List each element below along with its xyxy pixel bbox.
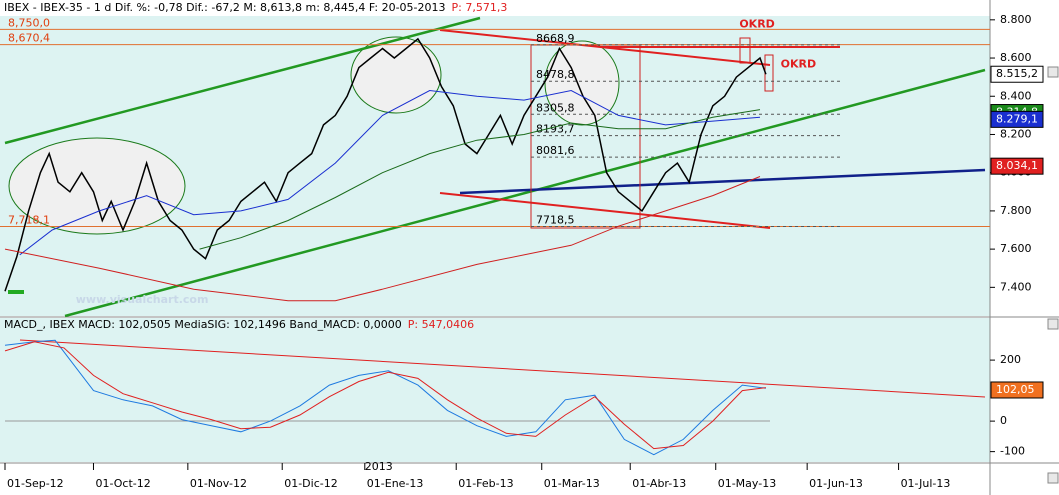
y-tick-label: 7.800 <box>1000 204 1032 217</box>
last-value-label: 8.034,1 <box>996 159 1038 172</box>
x-tick-label: 01-Oct-12 <box>95 477 150 490</box>
y-tick-label: 7.600 <box>1000 242 1032 255</box>
last-value-label: 102,05 <box>996 383 1035 396</box>
scroll-button[interactable] <box>1047 66 1059 78</box>
series-line <box>4 37 767 292</box>
ellipse <box>8 137 186 235</box>
annotation: OKRD <box>739 18 774 31</box>
last-value-label: 8.515,2 <box>996 67 1038 80</box>
trend-line <box>439 192 771 229</box>
x-tick-label: 01-Dic-12 <box>284 477 338 490</box>
x-tick-label: 01-Jul-13 <box>901 477 951 490</box>
last-value-box <box>990 65 1044 83</box>
header-text: IBEX - IBEX-35 - 1 d Dif. %: -0,78 Dif.:… <box>4 1 446 14</box>
header-price: P: 7,571,3 <box>452 1 508 14</box>
fib-label: 8668,9 <box>536 32 575 45</box>
x-tick-label: 01-Nov-12 <box>190 477 247 490</box>
fib-label: 7718,5 <box>536 213 575 226</box>
macd-header-text: MACD_, IBEX MACD: 102,0505 MediaSIG: 102… <box>4 318 402 331</box>
y-tick-label: 0 <box>1000 414 1007 427</box>
scroll-button[interactable] <box>1047 318 1059 330</box>
last-value-box <box>990 157 1044 175</box>
level-label: 8,670,4 <box>8 32 50 45</box>
x-tick-label: 01-Jun-13 <box>809 477 863 490</box>
last-value-label: 8.279,1 <box>996 112 1038 125</box>
fib-label: 8305,8 <box>536 101 575 114</box>
header: IBEX - IBEX-35 - 1 d Dif. %: -0,78 Dif.:… <box>4 1 507 14</box>
series-line <box>4 339 766 456</box>
trend-line <box>4 16 481 145</box>
x-tick-label: 01-May-13 <box>718 477 776 490</box>
y-tick-label: 7.400 <box>1000 280 1032 293</box>
series-line <box>199 109 761 250</box>
annotation: OKRD <box>781 58 816 71</box>
y-tick-label: 8.200 <box>1000 127 1032 140</box>
marker <box>8 290 24 294</box>
fib-label: 8478,8 <box>536 68 575 81</box>
last-value-box <box>990 110 1044 128</box>
y-tick-label: 200 <box>1000 353 1021 366</box>
y-tick-label: 8.600 <box>1000 51 1032 64</box>
level-label: 8,750,0 <box>8 16 50 29</box>
fib-label: 8193,7 <box>536 123 575 136</box>
series-line <box>4 341 766 450</box>
year-label: 2013 <box>365 460 393 473</box>
x-tick-label: 01-Abr-13 <box>632 477 686 490</box>
annotation: www.visualchart.com <box>76 293 209 306</box>
series-line <box>19 89 761 256</box>
x-tick-label: 01-Mar-13 <box>544 477 600 490</box>
y-tick-label: -100 <box>1000 445 1025 458</box>
macd-panel <box>0 318 990 462</box>
fib-label: 8081,6 <box>536 144 575 157</box>
last-value-box <box>990 381 1044 399</box>
y-tick-label: 8.800 <box>1000 13 1032 26</box>
trend-line <box>459 168 986 195</box>
marker-box <box>739 37 751 64</box>
x-tick-label: 01-Ene-13 <box>367 477 424 490</box>
x-tick-label: 01-Sep-12 <box>7 477 64 490</box>
scroll-button[interactable] <box>1047 472 1059 484</box>
macd-header: MACD_, IBEX MACD: 102,0505 MediaSIG: 102… <box>4 318 474 331</box>
ellipse <box>544 40 620 126</box>
y-tick-label: 8.400 <box>1000 89 1032 102</box>
macd-trend-line <box>19 339 986 398</box>
macd-header-price: P: 547,0406 <box>408 318 474 331</box>
trend-line <box>64 68 986 318</box>
x-tick-label: 01-Feb-13 <box>458 477 513 490</box>
level-label: 7,718,1 <box>8 214 50 227</box>
series-line <box>4 176 761 302</box>
